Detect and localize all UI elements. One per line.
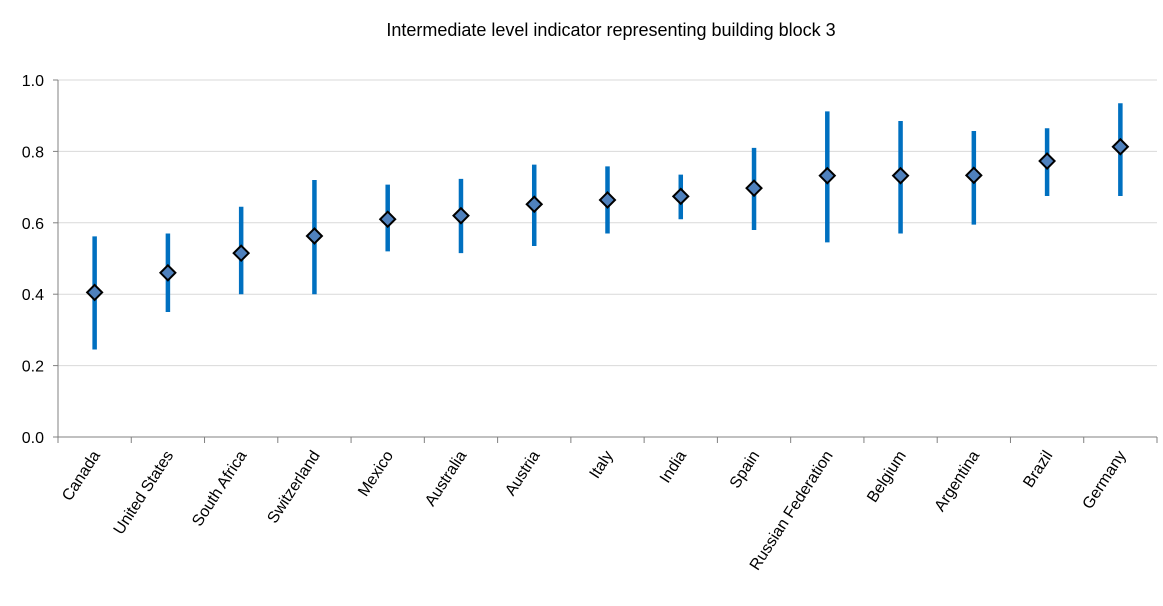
- value-marker: [232, 244, 251, 263]
- range-bars: [92, 103, 1123, 350]
- y-tick-label: 0.0: [22, 430, 44, 447]
- x-tick-label: India: [657, 448, 690, 486]
- x-tick-label: Argentina: [932, 448, 984, 515]
- y-tick-label: 0.4: [22, 287, 44, 304]
- x-tick-label: Brazil: [1020, 448, 1056, 491]
- chart-title: Intermediate level indicator representin…: [386, 20, 835, 40]
- value-marker: [158, 263, 177, 282]
- value-marker: [891, 166, 910, 185]
- value-marker: [964, 166, 983, 185]
- y-tick-label: 0.2: [22, 359, 44, 376]
- value-marker: [818, 166, 837, 185]
- axes: [53, 79, 1158, 443]
- y-tick-label: 0.6: [22, 216, 44, 233]
- value-marker: [452, 206, 470, 225]
- x-tick-label: Belgium: [864, 448, 910, 506]
- value-marker: [1111, 137, 1130, 156]
- x-tick-label: Mexico: [355, 448, 397, 500]
- x-tick-label: Germany: [1080, 448, 1130, 512]
- x-tick-label: Russian Federation: [747, 448, 837, 574]
- x-tick-label: Austria: [502, 448, 543, 499]
- x-tick-label: Switzerland: [264, 448, 323, 527]
- value-marker: [598, 191, 617, 209]
- x-tick-label: United States: [111, 448, 178, 538]
- value-marker: [85, 283, 104, 302]
- x-tick-label: Australia: [422, 448, 470, 510]
- value-markers: [85, 137, 1130, 302]
- value-marker: [745, 179, 763, 198]
- value-marker: [1038, 152, 1057, 170]
- x-tick-label: Canada: [59, 448, 104, 504]
- y-tick-label: 0.8: [22, 144, 44, 161]
- tick-labels: 0.0 0.2 0.4 0.6 0.8 1.0 Canada United States Sou…: [22, 73, 1130, 574]
- x-tick-label: Italy: [587, 448, 617, 482]
- value-marker: [378, 210, 397, 229]
- x-tick-label: South Africa: [189, 448, 250, 530]
- y-tick-label: 1.0: [22, 73, 44, 90]
- value-marker: [671, 187, 690, 206]
- value-marker: [525, 195, 544, 214]
- value-marker: [305, 227, 324, 245]
- x-tick-label: Spain: [727, 448, 764, 492]
